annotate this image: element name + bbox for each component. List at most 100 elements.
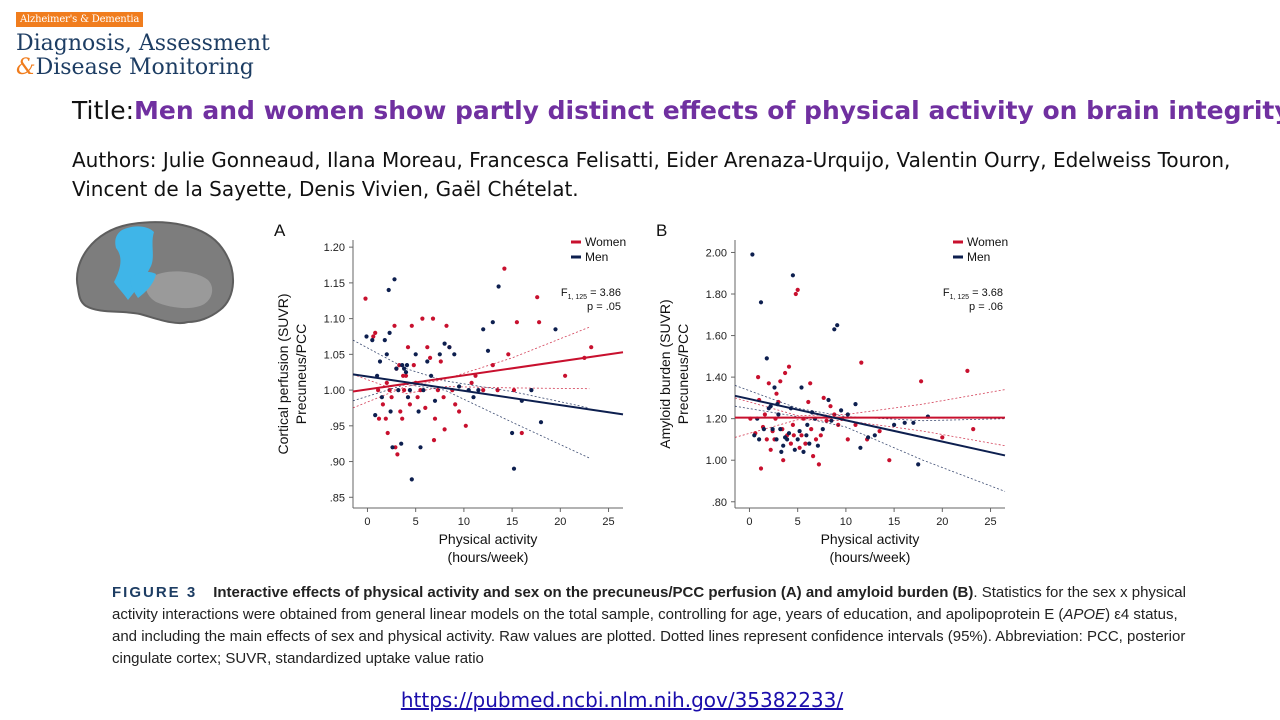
ci-upper-line bbox=[352, 326, 590, 409]
legend-label-men: Men bbox=[967, 250, 990, 264]
y-tick-label: .90 bbox=[330, 457, 345, 469]
men-data-point bbox=[553, 327, 558, 332]
men-data-point bbox=[761, 427, 766, 432]
men-data-point bbox=[752, 433, 757, 438]
men-data-point bbox=[511, 466, 517, 471]
women-data-point bbox=[514, 320, 519, 325]
men-data-point bbox=[471, 395, 476, 400]
men-data-point bbox=[382, 338, 387, 343]
ci-lower-line bbox=[734, 419, 1006, 447]
women-data-point bbox=[519, 430, 524, 436]
women-data-point bbox=[809, 427, 814, 432]
panel-label: B bbox=[656, 221, 667, 240]
men-data-point bbox=[373, 413, 378, 418]
x-tick-label: 25 bbox=[984, 516, 996, 528]
men-data-point bbox=[892, 422, 897, 427]
women-data-point bbox=[535, 295, 540, 300]
men-data-point bbox=[832, 327, 837, 332]
x-tick-label: 15 bbox=[888, 516, 900, 528]
men-data-point bbox=[370, 338, 375, 343]
men-data-point bbox=[394, 366, 399, 371]
women-data-point bbox=[887, 458, 892, 463]
ci-upper-line bbox=[352, 339, 590, 409]
men-data-point bbox=[776, 412, 781, 417]
legend-label-women: Women bbox=[585, 235, 626, 249]
x-tick-label: 5 bbox=[413, 516, 419, 528]
x-axis-label-units: (hours/week) bbox=[830, 549, 911, 565]
y-axis-label-region: Precuneus/PCC bbox=[675, 324, 691, 424]
men-data-point bbox=[457, 384, 462, 389]
women-data-point bbox=[400, 416, 405, 421]
women-data-point bbox=[393, 445, 398, 450]
women-data-point bbox=[373, 330, 378, 335]
authors-label: Authors: bbox=[72, 148, 157, 172]
x-tick-label: 10 bbox=[840, 516, 852, 528]
men-data-point bbox=[902, 420, 907, 425]
y-tick-label: 1.10 bbox=[324, 314, 345, 326]
men-data-point bbox=[404, 363, 410, 368]
women-data-point bbox=[766, 381, 771, 386]
women-data-point bbox=[832, 412, 837, 417]
stat-p: p = .05 bbox=[587, 301, 621, 313]
x-axis-label: Physical activity bbox=[821, 531, 920, 547]
women-data-point bbox=[376, 416, 382, 421]
pubmed-link[interactable]: https://pubmed.ncbi.nlm.nih.gov/35382233… bbox=[400, 688, 844, 712]
women-data-point bbox=[398, 409, 403, 414]
men-data-point bbox=[815, 443, 820, 448]
men-data-point bbox=[820, 427, 825, 432]
women-data-point bbox=[919, 379, 924, 384]
men-data-point bbox=[750, 252, 755, 257]
y-tick-label: 1.00 bbox=[324, 385, 345, 397]
journal-ampersand: & bbox=[16, 55, 36, 80]
women-data-point bbox=[799, 433, 804, 438]
men-data-point bbox=[405, 395, 411, 400]
men-data-point bbox=[538, 420, 544, 425]
men-data-point bbox=[447, 345, 452, 350]
men-data-point bbox=[916, 462, 921, 467]
men-data-point bbox=[485, 348, 491, 353]
brain-midline-shading bbox=[145, 271, 213, 309]
women-data-point bbox=[383, 416, 388, 421]
men-data-point bbox=[835, 323, 840, 328]
women-data-point bbox=[506, 352, 511, 357]
women-data-point bbox=[859, 360, 864, 365]
men-data-point bbox=[490, 320, 495, 325]
authors-text: Julie Gonneaud, Ilana Moreau, Francesca … bbox=[72, 148, 1231, 201]
women-data-point bbox=[764, 437, 769, 442]
women-data-point bbox=[781, 458, 786, 463]
men-data-point bbox=[778, 427, 783, 432]
men-data-point bbox=[392, 277, 397, 282]
caption-bold: Interactive effects of physical activity… bbox=[213, 584, 974, 601]
women-data-point bbox=[774, 391, 779, 396]
y-tick-label: 1.60 bbox=[706, 331, 727, 343]
men-data-point bbox=[416, 409, 421, 414]
women-fit-line bbox=[352, 351, 624, 393]
men-data-point bbox=[421, 388, 426, 393]
women-data-point bbox=[808, 381, 813, 386]
women-data-point bbox=[463, 423, 468, 428]
women-data-point bbox=[797, 445, 802, 450]
women-data-point bbox=[438, 359, 443, 364]
men-data-point bbox=[757, 437, 762, 442]
legend-label-men: Men bbox=[585, 250, 608, 264]
men-data-point bbox=[845, 412, 850, 417]
women-data-point bbox=[790, 422, 795, 427]
men-data-point bbox=[496, 284, 501, 289]
women-data-point bbox=[384, 380, 389, 385]
women-data-point bbox=[442, 427, 447, 432]
men-data-point bbox=[377, 359, 383, 364]
men-data-point bbox=[510, 430, 515, 436]
men-data-point bbox=[866, 435, 871, 440]
women-data-point bbox=[824, 418, 829, 423]
x-tick-label: 0 bbox=[364, 516, 370, 528]
journal-name-line2: &Disease Monitoring bbox=[16, 56, 270, 80]
men-data-point bbox=[402, 366, 407, 371]
men-data-point bbox=[829, 418, 834, 423]
panel-label: A bbox=[274, 221, 286, 240]
women-data-point bbox=[441, 395, 446, 400]
women-data-point bbox=[423, 405, 428, 410]
men-data-point bbox=[801, 449, 806, 454]
men-data-point bbox=[805, 422, 810, 427]
men-data-point bbox=[409, 477, 414, 482]
men-fit-line bbox=[734, 394, 1006, 457]
